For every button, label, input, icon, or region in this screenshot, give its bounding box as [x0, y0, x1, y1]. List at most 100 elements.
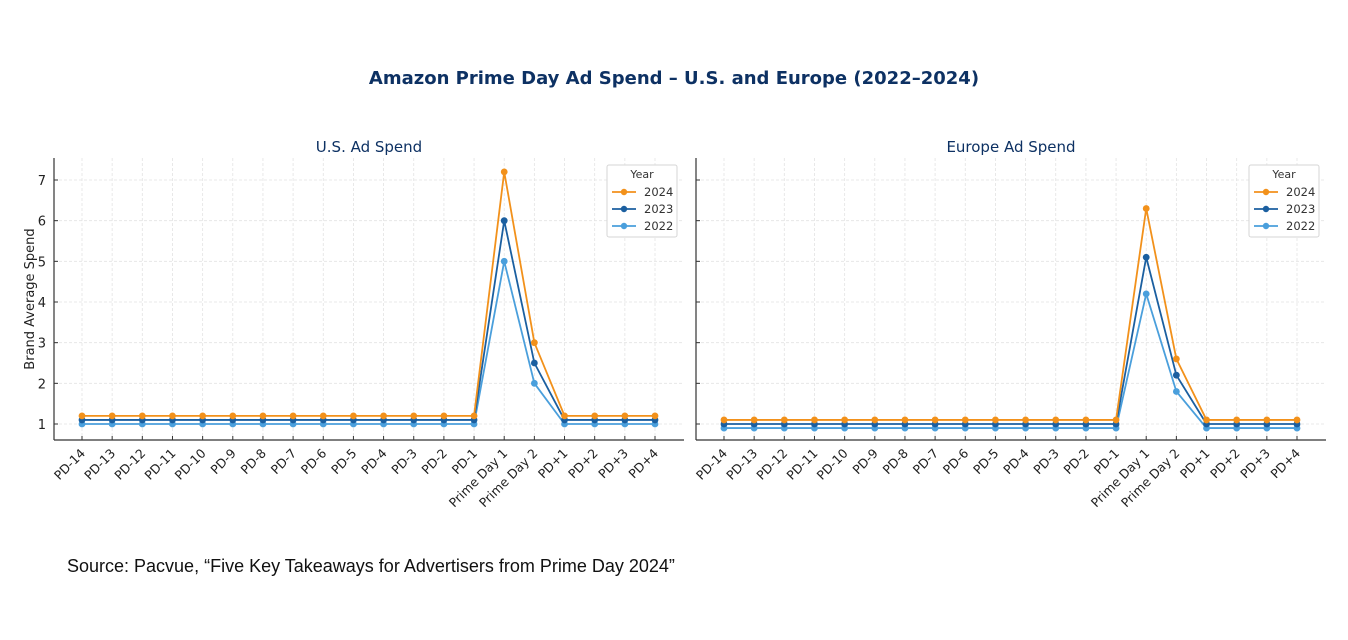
data-point-2024: [78, 412, 86, 420]
data-point-2022: [1142, 290, 1150, 298]
x-tick-label: PD-5: [970, 446, 1002, 478]
x-tick-label: PD+2: [1207, 446, 1243, 482]
data-point-2024: [199, 412, 207, 420]
x-tick-label: PD-9: [849, 445, 881, 477]
data-point-2024: [108, 412, 116, 420]
data-point-2024: [651, 412, 659, 420]
legend-label-2023: 2023: [644, 202, 673, 216]
data-point-2023: [1172, 371, 1180, 379]
data-point-2024: [780, 416, 788, 424]
x-tick-label: PD-2: [418, 446, 450, 478]
data-point-2024: [561, 412, 568, 420]
data-point-2024: [811, 416, 818, 424]
data-point-2024: [138, 412, 146, 420]
data-point-2024: [931, 416, 939, 424]
y-tick-label: 7: [38, 174, 46, 189]
y-axis-label: Brand Average Spend: [23, 228, 38, 369]
data-point-2024: [1233, 416, 1241, 424]
y-tick-label: 4: [38, 296, 46, 311]
x-tick-label: PD-11: [783, 446, 820, 483]
y-tick-label: 3: [38, 337, 46, 352]
data-point-2024: [720, 416, 728, 424]
data-point-2024: [500, 168, 508, 176]
data-point-2024: [169, 412, 176, 420]
data-point-2024: [992, 416, 999, 424]
data-point-2024: [1172, 355, 1180, 363]
source-note: Source: Pacvue, “Five Key Takeaways for …: [67, 556, 675, 576]
x-tick-label: PD-8: [880, 445, 912, 477]
x-tick-label: PD+4: [1267, 445, 1303, 481]
series-line-2023: [82, 220, 655, 421]
data-point-2022: [530, 379, 538, 387]
x-tick-label: PD+2: [565, 446, 601, 482]
x-tick-label: PD-10: [814, 445, 851, 482]
series-line-2024: [724, 208, 1297, 421]
x-tick-label: PD-5: [328, 446, 360, 478]
data-point-2024: [289, 412, 297, 420]
legend-marker-2022: [620, 222, 628, 230]
legend-marker-2022: [1262, 222, 1270, 230]
legend-label-2022: 2022: [644, 219, 673, 233]
data-point-2024: [470, 412, 478, 420]
data-point-2024: [1142, 205, 1150, 212]
x-tick-label: PD+3: [595, 446, 631, 482]
data-point-2024: [591, 412, 599, 420]
x-tick-label: PD-3: [388, 446, 420, 478]
panel-us: 1 2 3 4 5 6 7 PD-14PD-13PD-12PD-11PD-10PD-9PD-8…: [23, 138, 684, 510]
x-tick-label: PD-13: [723, 446, 760, 483]
x-tick-label: PD-14: [693, 445, 730, 482]
series-line-2024: [82, 171, 655, 417]
legend-marker-2023: [620, 205, 628, 213]
data-point-2024: [1112, 416, 1120, 424]
x-tick-label: PD-6: [940, 445, 972, 477]
legend-box: [1248, 164, 1320, 238]
data-point-2024: [1263, 416, 1271, 424]
data-point-2023: [1142, 253, 1150, 261]
x-tick-label: PD+1: [1177, 446, 1213, 482]
data-point-2024: [1022, 416, 1029, 424]
data-point-2024: [259, 412, 267, 420]
data-point-2024: [410, 412, 418, 420]
legend-label-2024: 2024: [644, 185, 673, 199]
panel-europe: PD-14PD-13PD-12PD-11PD-10PD-9PD-8PD-7PD-…: [693, 138, 1326, 510]
data-point-2024: [901, 416, 909, 424]
data-point-2023: [500, 217, 508, 225]
legend-label-2022: 2022: [1286, 219, 1315, 233]
series-line-2023: [724, 257, 1297, 425]
x-tick-label: PD-4: [358, 445, 390, 477]
y-tick-label: 2: [38, 377, 46, 392]
legend-title: Year: [629, 168, 654, 181]
data-point-2024: [380, 412, 387, 420]
data-point-2024: [530, 339, 538, 347]
data-point-2024: [350, 412, 357, 420]
data-point-2024: [841, 416, 849, 424]
x-tick-label: PD-6: [298, 445, 330, 477]
x-tick-label: PD-7: [268, 446, 300, 478]
x-tick-label: PD-14: [51, 445, 88, 482]
x-tick-label: PD-2: [1060, 446, 1092, 478]
x-tick-label: PD-3: [1030, 446, 1062, 478]
x-tick-label: PD-12: [753, 446, 790, 483]
data-point-2024: [1203, 416, 1210, 424]
legend-marker-2024: [620, 188, 628, 196]
x-tick-label: PD+4: [625, 445, 661, 481]
panel-title: U.S. Ad Spend: [316, 138, 422, 156]
data-point-2024: [750, 416, 758, 424]
x-tick-label: PD-11: [141, 446, 178, 483]
legend-marker-2023: [1262, 205, 1270, 213]
x-tick-label: PD-10: [172, 445, 209, 482]
data-point-2024: [319, 412, 327, 420]
panel-title: Europe Ad Spend: [946, 138, 1075, 156]
y-tick-label: 6: [38, 215, 46, 230]
series-line-2022: [82, 261, 655, 425]
legend-marker-2024: [1262, 188, 1270, 196]
legend-label-2023: 2023: [1286, 202, 1315, 216]
x-tick-label: PD-7: [910, 446, 942, 478]
data-point-2022: [1172, 388, 1180, 395]
data-point-2022: [500, 257, 508, 265]
legend-box: [606, 164, 678, 238]
legend-label-2024: 2024: [1286, 185, 1315, 199]
data-point-2024: [1293, 416, 1301, 424]
data-point-2024: [1082, 416, 1090, 424]
